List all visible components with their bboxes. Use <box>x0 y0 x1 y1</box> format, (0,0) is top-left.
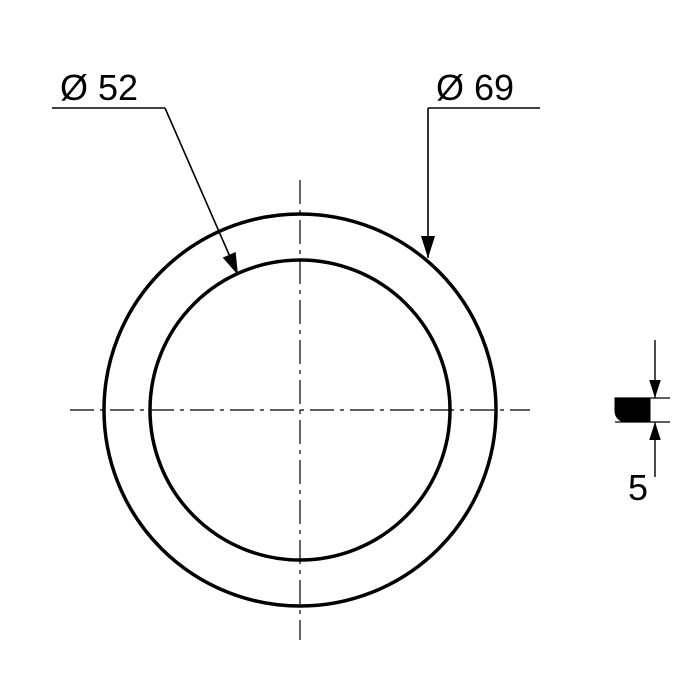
technical-drawing: Ø 69 Ø 52 5 <box>0 0 680 680</box>
dim-inner-label: Ø 52 <box>60 67 138 108</box>
section-profile <box>615 398 650 422</box>
dim-inner-leader <box>165 108 238 275</box>
dim-thickness-label: 5 <box>628 467 648 508</box>
dim-outer-label: Ø 69 <box>436 67 514 108</box>
